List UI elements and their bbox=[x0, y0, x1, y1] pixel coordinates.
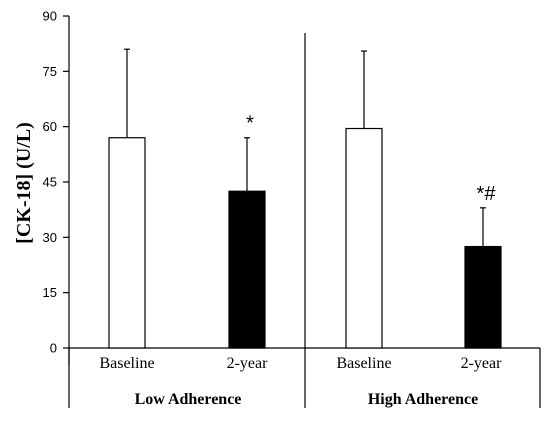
bar bbox=[345, 127, 383, 349]
category-label: 2-year bbox=[461, 355, 503, 372]
axis-layer bbox=[63, 15, 541, 408]
bar bbox=[464, 245, 502, 349]
y-tick-label: 15 bbox=[43, 285, 57, 300]
y-tick-label: 0 bbox=[50, 341, 57, 356]
y-axis-label: [CK-18] (U/L) bbox=[13, 122, 35, 244]
y-tick-label: 30 bbox=[43, 230, 57, 245]
category-label: Baseline bbox=[336, 355, 391, 372]
group-label: High Adherence bbox=[368, 391, 478, 408]
label-layer: 0 15 30 45 60 75 90 Baseline * 2-year Low Adherenc… bbox=[43, 9, 503, 409]
significance-annotation: *# bbox=[477, 183, 497, 205]
group-label: Low Adherence bbox=[135, 391, 242, 408]
bar bbox=[228, 190, 266, 349]
category-label: 2-year bbox=[227, 355, 269, 372]
bar bbox=[108, 137, 146, 349]
y-tick-label: 60 bbox=[43, 119, 57, 134]
y-tick-label: 90 bbox=[43, 9, 57, 24]
y-tick-label: 75 bbox=[43, 64, 57, 79]
y-tick-label: 45 bbox=[43, 175, 57, 190]
bar-layer bbox=[108, 48, 502, 349]
category-label: Baseline bbox=[99, 355, 154, 372]
significance-annotation: * bbox=[246, 113, 254, 135]
